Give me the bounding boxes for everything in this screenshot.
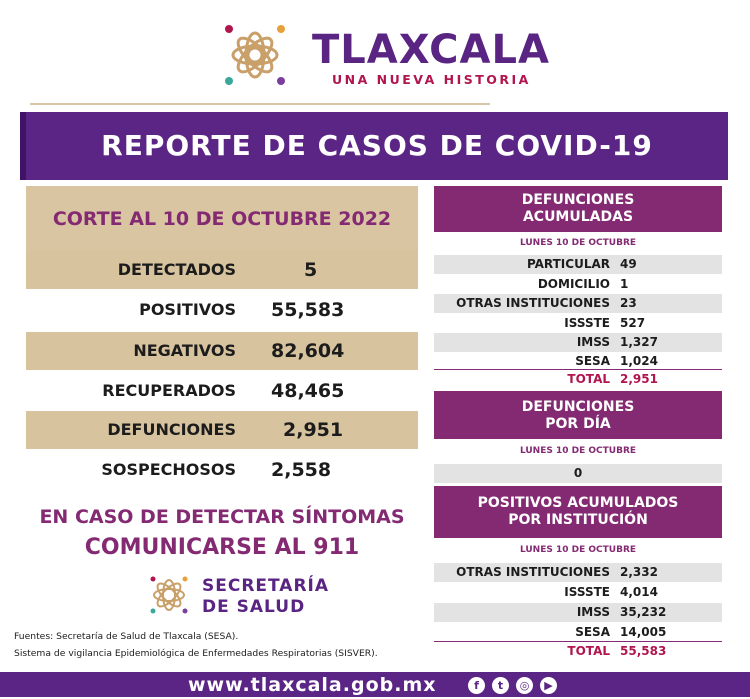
- institution-value: 1,024: [620, 354, 658, 368]
- secretaria-salud-logo: [150, 576, 188, 614]
- total-label: TOTAL: [567, 372, 610, 386]
- positivos-institucion-header: POSITIVOS ACUMULADOS POR INSTITUCIÓN: [434, 486, 722, 538]
- report-banner: REPORTE DE CASOS DE COVID-19: [20, 112, 728, 180]
- total-row: TOTAL 2,951: [434, 369, 722, 389]
- twitter-icon[interactable]: t: [492, 677, 509, 694]
- institution-row: OTRAS INSTITUCIONES 23: [434, 294, 722, 313]
- secretaria-label: SECRETARÍA: [202, 576, 330, 596]
- institution-value: 1,327: [620, 335, 658, 349]
- total-row: TOTAL 55,583: [434, 641, 722, 661]
- header-line: ACUMULADAS: [522, 209, 634, 225]
- defunciones-acumuladas-header: DEFUNCIONES ACUMULADAS: [434, 186, 722, 232]
- facebook-icon[interactable]: f: [468, 677, 485, 694]
- summary-row: RECUPERADOS 48,465: [26, 372, 418, 410]
- summary-value: 2,951: [283, 419, 344, 441]
- summary-value: 2,558: [271, 459, 332, 481]
- report-title: REPORTE DE CASOS DE COVID-19: [101, 129, 653, 162]
- summary-value: 5: [304, 259, 318, 281]
- corte-date: CORTE AL 10 DE OCTUBRE 2022: [26, 186, 418, 252]
- institution-row: SESA 1,024: [434, 352, 722, 371]
- report-date: LUNES 10 DE OCTUBRE: [519, 545, 637, 555]
- report-date: LUNES 10 DE OCTUBRE: [519, 446, 637, 456]
- summary-row: DEFUNCIONES 2,951: [26, 411, 418, 449]
- brand-subtitle: UNA NUEVA HISTORIA: [332, 72, 531, 87]
- institution-value: 1: [620, 277, 629, 291]
- website-link[interactable]: www.tlaxcala.gob.mx: [188, 674, 437, 696]
- institution-row: IMSS 1,327: [434, 333, 722, 352]
- summary-row: POSITIVOS 55,583: [26, 291, 418, 329]
- institution-row: OTRAS INSTITUCIONES 2,332: [434, 563, 722, 582]
- summary-value: 55,583: [271, 299, 345, 321]
- summary-row: SOSPECHOSOS 2,558: [26, 451, 418, 489]
- summary-row: NEGATIVOS 82,604: [26, 332, 418, 370]
- institution-value: 2,332: [620, 565, 658, 579]
- institution-label: DOMICILIO: [537, 277, 610, 291]
- source-note: Fuentes: Secretaría de Salud de Tlaxcala…: [14, 631, 239, 642]
- institution-row: DOMICILIO 1: [434, 275, 722, 294]
- summary-label: NEGATIVOS: [133, 341, 236, 360]
- summary-value: 82,604: [271, 340, 345, 362]
- institution-label: PARTICULAR: [526, 257, 610, 271]
- institution-label: ISSSTE: [564, 316, 610, 330]
- institution-label: ISSSTE: [564, 585, 610, 599]
- brand-title: TLAXCALA: [312, 27, 550, 73]
- report-date: LUNES 10 DE OCTUBRE: [519, 238, 637, 248]
- institution-row: PARTICULAR 49: [434, 255, 722, 274]
- header-line: POR DÍA: [545, 416, 611, 432]
- institution-value: 23: [620, 296, 637, 310]
- instagram-icon[interactable]: ◎: [516, 677, 533, 694]
- header-line: POSITIVOS ACUMULADOS: [477, 495, 679, 511]
- tlaxcala-flower-logo: [225, 25, 285, 85]
- institution-row: IMSS 35,232: [434, 603, 722, 622]
- institution-label: SESA: [575, 625, 610, 639]
- header-divider: [30, 103, 490, 105]
- institution-label: SESA: [575, 354, 610, 368]
- institution-value: 35,232: [620, 605, 667, 619]
- call-911-notice: COMUNICARSE AL 911: [84, 535, 360, 560]
- summary-value: 48,465: [271, 380, 345, 402]
- institution-value: 14,005: [620, 625, 667, 639]
- symptoms-notice: EN CASO DE DETECTAR SÍNTOMAS: [39, 506, 405, 528]
- institution-label: IMSS: [576, 335, 610, 349]
- total-value: 55,583: [620, 644, 667, 658]
- institution-label: IMSS: [576, 605, 610, 619]
- summary-row: DETECTADOS 5: [26, 251, 418, 289]
- institution-label: OTRAS INSTITUCIONES: [456, 565, 610, 579]
- daily-deaths-value: 0: [573, 466, 583, 480]
- institution-value: 4,014: [620, 585, 658, 599]
- salud-label: DE SALUD: [202, 597, 306, 617]
- institution-value: 527: [620, 316, 646, 330]
- header-line: DEFUNCIONES: [521, 399, 635, 415]
- total-label: TOTAL: [567, 644, 610, 658]
- institution-row: ISSSTE 527: [434, 314, 722, 333]
- summary-label: RECUPERADOS: [102, 381, 236, 400]
- summary-label: DEFUNCIONES: [107, 420, 236, 439]
- youtube-icon[interactable]: ▶: [540, 677, 557, 694]
- header-line: POR INSTITUCIÓN: [508, 512, 648, 528]
- institution-label: OTRAS INSTITUCIONES: [456, 296, 610, 310]
- source-note: Sistema de vigilancia Epidemiológica de …: [14, 648, 378, 659]
- defunciones-dia-header: DEFUNCIONES POR DÍA: [434, 391, 722, 439]
- footer-bar: www.tlaxcala.gob.mx f t ◎ ▶: [0, 672, 750, 697]
- summary-label: POSITIVOS: [139, 300, 236, 319]
- summary-label: DETECTADOS: [117, 260, 236, 279]
- institution-row: ISSSTE 4,014: [434, 583, 722, 602]
- header-line: DEFUNCIONES: [521, 192, 635, 208]
- institution-value: 49: [620, 257, 637, 271]
- total-value: 2,951: [620, 372, 658, 386]
- institution-row: SESA 14,005: [434, 623, 722, 642]
- summary-label: SOSPECHOSOS: [101, 460, 236, 479]
- daily-deaths-row: 0: [434, 464, 722, 483]
